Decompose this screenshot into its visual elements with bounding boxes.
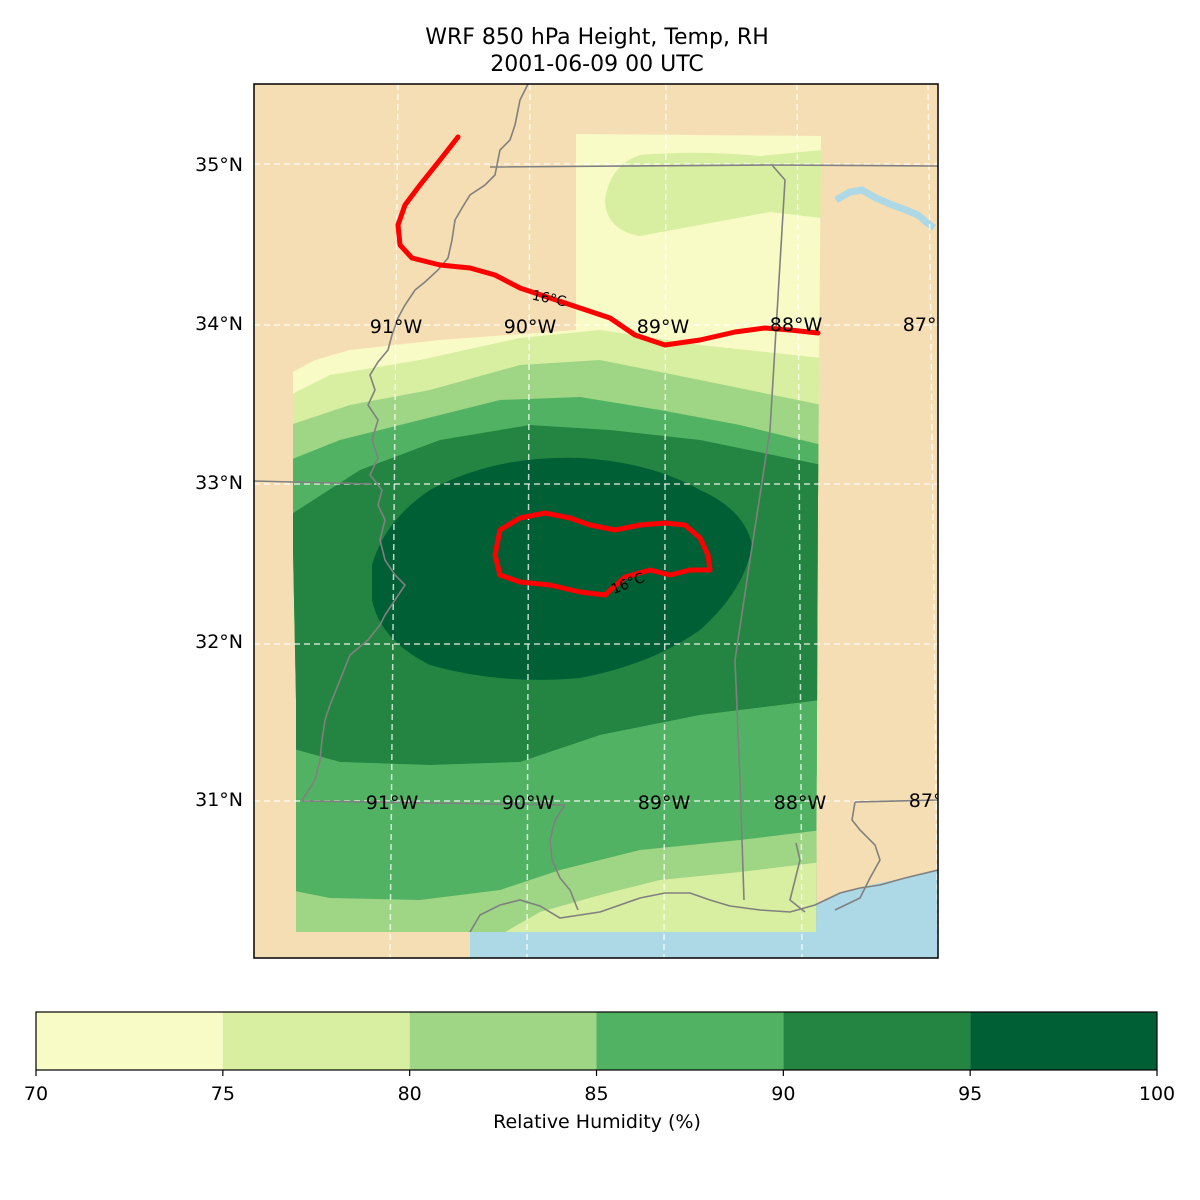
- lon-label-87w-mid: 87°W: [903, 314, 956, 336]
- lon-label-88w-bottom: 88°W: [774, 792, 827, 814]
- colorbar-label: Relative Humidity (%): [493, 1111, 701, 1133]
- colorbar-tick-label: 85: [584, 1083, 608, 1105]
- pearl-river: [549, 804, 579, 911]
- lat-labels: 35°N 34°N 33°N 32°N 31°N: [195, 154, 243, 811]
- colorbar-tick-label: 80: [398, 1083, 422, 1105]
- colorbar-segment-70-75: [36, 1012, 223, 1070]
- temperature-contours: [395, 134, 821, 598]
- lon-labels-mid: 91°W 90°W 89°W 88°W 87°W: [370, 314, 956, 338]
- lat-label-32n: 32°N: [195, 631, 243, 653]
- lon-label-90w-bottom: 90°W: [502, 792, 555, 814]
- colorbar-tick-label: 95: [958, 1083, 982, 1105]
- lon-label-89w-mid: 89°W: [637, 316, 690, 338]
- gulf-coastline: [469, 869, 938, 933]
- state-borders: [254, 84, 938, 933]
- mississippi-river-border: [301, 84, 529, 801]
- colorbar-tick-label: 100: [1139, 1083, 1175, 1105]
- tennessee-mississippi-border: [489, 164, 938, 168]
- rh-band-75-80-north: [605, 150, 821, 236]
- map-title-line1: WRF 850 hPa Height, Temp, RH: [425, 25, 769, 50]
- lat-label-31n: 31°N: [195, 789, 243, 811]
- lon-label-91w-mid: 91°W: [370, 316, 423, 338]
- lon-label-91w-bottom: 91°W: [366, 792, 419, 814]
- mobile-bay-shore: [834, 801, 881, 911]
- rh-filled-contours: [293, 134, 821, 932]
- colorbar-segment-85-90: [596, 1012, 784, 1070]
- map-title-line2: 2001-06-09 00 UTC: [490, 52, 703, 77]
- rh-band-85-90-south: [293, 700, 821, 810]
- lat-label-34n: 34°N: [195, 313, 243, 335]
- rh-band-95-100: [372, 457, 752, 680]
- colorbar-segment-75-80: [222, 1012, 410, 1070]
- lat-label-35n: 35°N: [195, 154, 243, 176]
- arkansas-louisiana-border: [254, 480, 373, 485]
- lat-label-33n: 33°N: [195, 472, 243, 494]
- lon-label-87w-bottom: 87°W: [909, 790, 962, 812]
- temp-contour-south: [492, 510, 713, 598]
- alabama-mississippi-border: [734, 164, 786, 901]
- colorbar-segment-90-95: [783, 1012, 971, 1070]
- lon-labels-bottom: 91°W 90°W 89°W 88°W 87°W: [366, 790, 962, 814]
- lon-label-88w-mid: 88°W: [770, 314, 823, 336]
- colorbar-segment-80-85: [409, 1012, 597, 1070]
- colorbar-segments: [36, 1012, 1157, 1070]
- colorbar-tick-label: 70: [24, 1083, 48, 1105]
- colorbar: 70 75 80 85 90 95 100 Relative Humidity (%): [24, 1011, 1175, 1133]
- rh-band-90-95-south: [296, 690, 821, 765]
- colorbar-tick-label: 75: [211, 1083, 235, 1105]
- colorbar-ticks: 70 75 80 85 90 95 100: [24, 1070, 1175, 1105]
- temp-contour-north: [395, 134, 821, 348]
- louisiana-31n-border: [301, 800, 566, 806]
- temp-label-north: 16°C: [530, 288, 567, 311]
- tennessee-river: [834, 186, 937, 231]
- rh-band-75-80-coast: [500, 862, 821, 932]
- map-frame: [253, 83, 939, 959]
- colorbar-tick-label: 90: [771, 1083, 795, 1105]
- florida-alabama-border: [854, 799, 938, 803]
- colorbar-segment-95-100: [970, 1012, 1157, 1070]
- lon-label-89w-bottom: 89°W: [638, 792, 691, 814]
- mobile-bay-west: [789, 842, 806, 913]
- lon-label-90w-mid: 90°W: [504, 316, 557, 338]
- map-panel: 16°C 16°C 91°W 90°W 89°W 88°W 87°W 91°W …: [254, 84, 962, 958]
